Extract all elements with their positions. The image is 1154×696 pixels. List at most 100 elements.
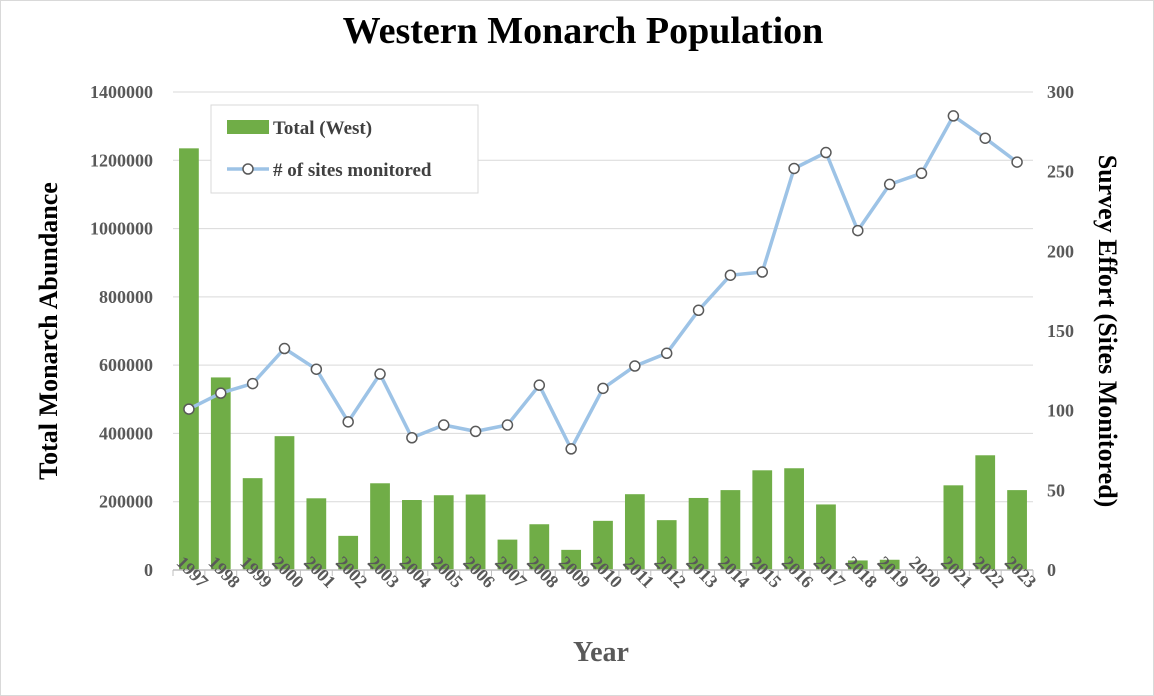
line-point — [883, 178, 896, 191]
line-point — [852, 224, 864, 237]
line-point — [246, 377, 259, 390]
bar-series — [179, 148, 1027, 571]
bar — [497, 539, 518, 570]
legend-bar-swatch — [227, 120, 269, 134]
x-tick-label: 1997 — [173, 552, 213, 592]
x-tick-label: 2021 — [937, 552, 977, 592]
line-point — [469, 425, 482, 438]
line-point — [278, 342, 291, 355]
x-axis-title: Year — [573, 637, 629, 668]
line-point — [947, 110, 960, 122]
line-point — [788, 162, 800, 175]
x-tick-label: 2017 — [810, 552, 850, 592]
x-tick-label: 2008 — [523, 552, 563, 592]
bar — [338, 535, 359, 570]
x-tick-label: 2022 — [969, 552, 1009, 592]
y-tick-label: 200000 — [99, 492, 153, 512]
y2-tick-label: 300 — [1047, 82, 1074, 102]
x-tick-label: 2003 — [364, 552, 404, 592]
x-tick-label: 2015 — [746, 552, 786, 592]
bar — [274, 436, 295, 570]
legend: Total (West) # of sites monitored — [210, 104, 479, 194]
x-tick-label: 2009 — [555, 552, 595, 592]
line-point — [660, 347, 673, 360]
y-tick-label: 1400000 — [90, 82, 153, 102]
x-tick-label: 2000 — [268, 552, 308, 592]
x-tick-label: 2012 — [650, 552, 690, 592]
line-point — [406, 432, 418, 444]
line-point — [342, 416, 354, 428]
x-tick-label: 2006 — [459, 552, 499, 592]
y2-tick-label: 250 — [1047, 162, 1074, 182]
y-tick-label: 0 — [144, 560, 153, 580]
x-tick-label: 2014 — [714, 552, 754, 592]
y-tick-label: 1000000 — [90, 219, 153, 239]
x-tick-label: 2020 — [905, 552, 945, 592]
legend-box — [210, 104, 479, 194]
line-series — [183, 110, 1023, 455]
line-point — [692, 304, 705, 317]
x-tick-label: 2002 — [332, 552, 372, 592]
bar — [593, 520, 613, 570]
y2-tick-label: 100 — [1047, 401, 1074, 421]
bar — [370, 483, 390, 570]
bar — [624, 494, 645, 570]
line-point — [533, 379, 546, 391]
bar — [402, 500, 422, 570]
x-tick-label: 2013 — [682, 552, 722, 592]
bar — [847, 560, 868, 570]
x-tick-label: 2001 — [300, 552, 340, 592]
bar — [529, 524, 550, 570]
y-tick-label: 600000 — [99, 355, 153, 375]
legend-label-total: Total (West) — [273, 118, 372, 139]
bar — [720, 490, 741, 570]
bar — [561, 549, 582, 570]
bar — [943, 485, 964, 570]
x-tick-label: 2016 — [778, 552, 818, 592]
line-point — [437, 419, 450, 431]
x-tick-label: 1998 — [204, 552, 244, 592]
bar — [688, 497, 709, 570]
legend-label-sites: # of sites monitored — [273, 160, 432, 181]
x-tick-label: 2005 — [427, 552, 467, 592]
x-tick-label: 2010 — [587, 552, 627, 592]
y2-tick-label: 150 — [1047, 321, 1074, 341]
y-tick-labels: 0 200000 400000 600000 800000 1000000 1200000 1… — [90, 82, 153, 580]
line-point — [565, 443, 577, 455]
y2-axis-title: Survey Effort (Sites Monitored) — [1093, 155, 1122, 508]
bar — [179, 148, 199, 571]
line-point — [756, 266, 769, 278]
y2-tick-label: 0 — [1047, 560, 1056, 580]
x-tick-label: 1999 — [236, 552, 276, 592]
y-axis-title: Total Monarch Abundance — [34, 182, 63, 480]
line-point — [629, 360, 641, 372]
x-tick-label: 2023 — [1001, 552, 1041, 592]
bar — [816, 504, 836, 570]
line-point — [724, 269, 737, 281]
x-tick-labels: 1997199819992000200120022003200420052006… — [173, 552, 1041, 592]
bar — [306, 498, 327, 570]
line-point — [597, 382, 609, 395]
bar — [433, 495, 454, 570]
bar — [975, 455, 996, 570]
y-tick-label: 400000 — [99, 423, 153, 443]
y2-tick-label: 50 — [1047, 480, 1065, 500]
x-tick-label: 2019 — [873, 552, 913, 592]
bar — [656, 520, 677, 570]
line-point — [310, 363, 323, 375]
bar — [784, 468, 804, 570]
y2-tick-labels: 0 50 100 150 200 250 300 — [1047, 82, 1074, 580]
line-point — [915, 167, 928, 180]
line-point — [501, 419, 514, 431]
line-point — [820, 146, 832, 159]
y-tick-label: 800000 — [99, 287, 153, 307]
line-point — [979, 132, 991, 144]
line-point — [215, 387, 227, 399]
x-ticks — [172, 570, 1034, 576]
line-point — [1011, 156, 1023, 168]
chart-title: Western Monarch Population — [343, 10, 824, 52]
legend-line-marker — [242, 163, 254, 175]
line-point — [374, 368, 386, 380]
